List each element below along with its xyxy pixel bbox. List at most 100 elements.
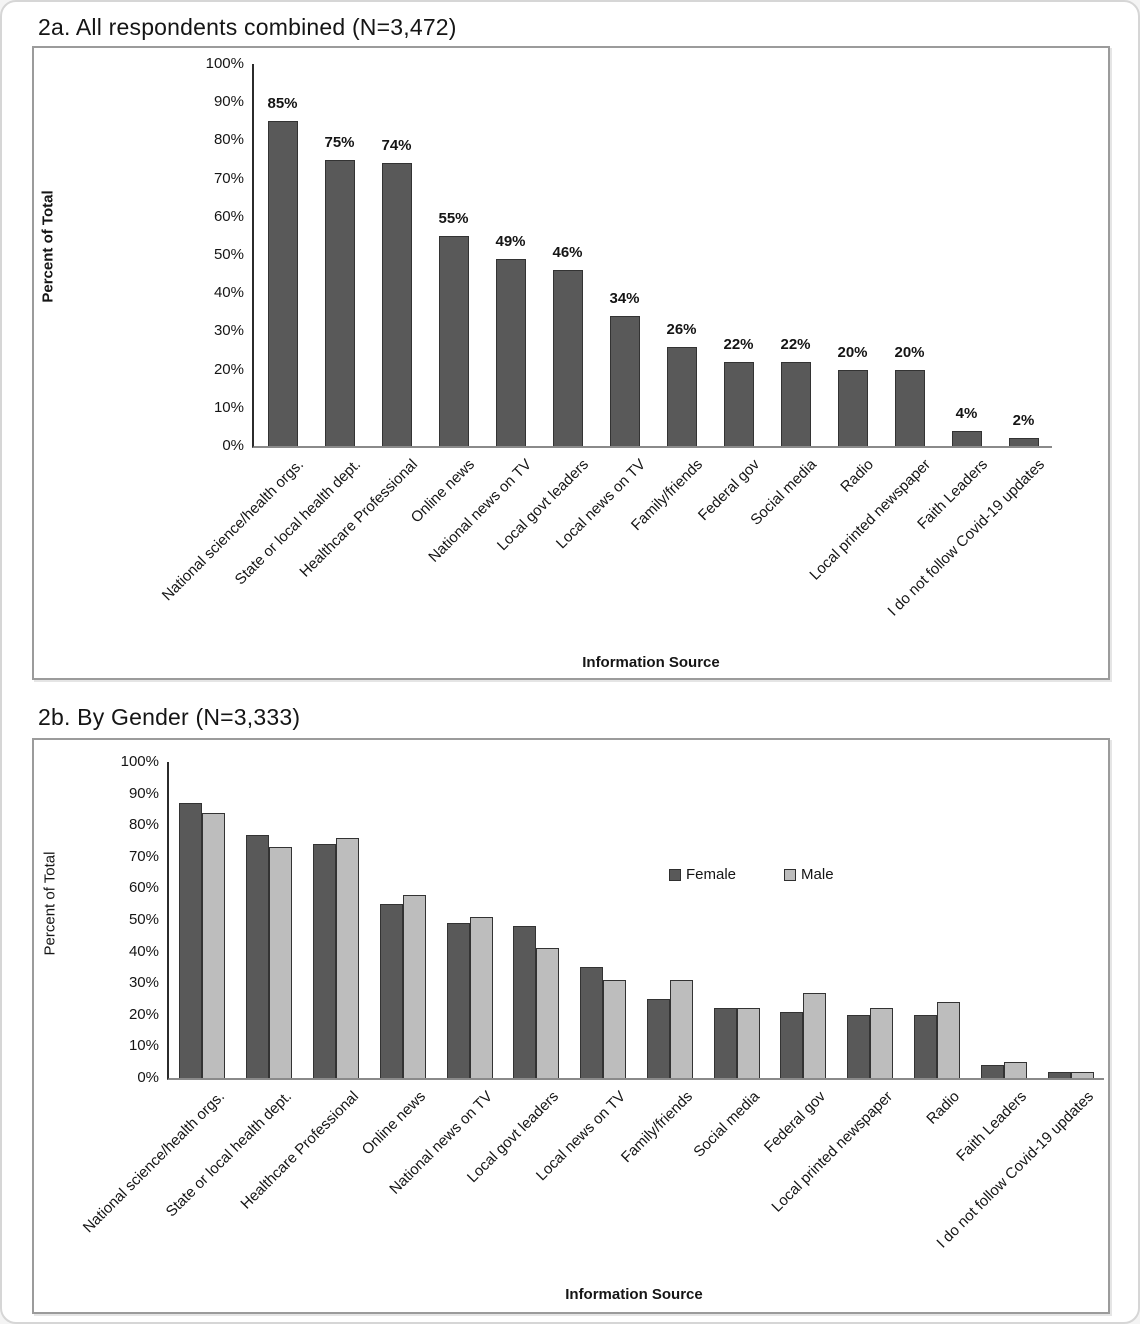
bar-male-social-media bbox=[736, 1008, 760, 1078]
bar-male-i-do-not-follow-covid-19-updates bbox=[1070, 1071, 1094, 1078]
x-category-label-local-govt-leaders: Local govt leaders bbox=[464, 1088, 563, 1187]
x-category-label-social-media: Social media bbox=[689, 1088, 763, 1161]
chart-2b-y-axis-title: Percent of Total bbox=[41, 851, 59, 956]
y-tick-label-30: 30% bbox=[213, 322, 244, 340]
chart-2b-legend: Female Male bbox=[669, 866, 834, 883]
chart-2a-y-axis-title: Percent of Total bbox=[39, 190, 57, 303]
chart-2a-panel: Percent of Total 0% 10% 20% 30% 40% 50% 60% 70%… bbox=[32, 46, 1110, 680]
bar-value-label-local-govt-leaders: 46% bbox=[552, 244, 583, 262]
x-category-label-national-news-on-tv: National news on TV bbox=[385, 1088, 496, 1198]
bar-value-label-faith-leaders: 4% bbox=[955, 404, 978, 422]
bar-healthcare-professional bbox=[381, 163, 412, 446]
chart-2b-panel: Percent of Total Female Male 0% 10% 20% 30% 4… bbox=[32, 738, 1110, 1314]
bar-male-healthcare-professional bbox=[335, 837, 359, 1078]
bar-male-family-friends bbox=[669, 980, 693, 1078]
legend-label-male: Male bbox=[801, 866, 834, 883]
bar-value-label-social-media: 22% bbox=[780, 335, 811, 353]
y-tick-label-90: 90% bbox=[128, 784, 159, 802]
bar-value-label-national-news-on-tv: 49% bbox=[495, 232, 526, 250]
y-tick-label-90: 90% bbox=[213, 93, 244, 111]
y-tick-label-60: 60% bbox=[213, 207, 244, 225]
y-tick-label-70: 70% bbox=[128, 847, 159, 865]
bar-value-label-radio: 20% bbox=[837, 343, 868, 361]
chart-2a-title: 2a. All respondents combined (N=3,472) bbox=[38, 14, 457, 40]
chart-2b-x-axis-title: Information Source bbox=[565, 1286, 703, 1303]
y-tick-label-50: 50% bbox=[128, 911, 159, 928]
bar-male-online-news bbox=[402, 894, 426, 1078]
bar-male-local-news-on-tv bbox=[603, 980, 627, 1078]
bar-value-label-local-news-on-tv: 34% bbox=[609, 290, 640, 308]
legend-swatch-female bbox=[669, 868, 681, 881]
bar-online-news bbox=[438, 235, 469, 446]
bar-female-state-or-local-health-dept bbox=[246, 834, 270, 1078]
bar-value-label-federal-gov: 22% bbox=[723, 335, 754, 353]
bar-male-local-printed-newspaper bbox=[870, 1008, 894, 1078]
bar-female-radio bbox=[914, 1014, 938, 1078]
bar-female-federal-gov bbox=[780, 1011, 804, 1078]
bar-male-state-or-local-health-dept bbox=[269, 847, 293, 1078]
legend-item-male: Male bbox=[784, 866, 834, 883]
bar-male-federal-gov bbox=[803, 992, 827, 1078]
y-tick-label-40: 40% bbox=[128, 942, 159, 960]
bar-female-online-news bbox=[379, 904, 403, 1078]
x-category-label-online-news: Online news bbox=[358, 1088, 429, 1159]
y-tick-label-20: 20% bbox=[128, 1005, 159, 1023]
y-tick-label-10: 10% bbox=[213, 398, 244, 416]
bar-female-national-science-health-orgs bbox=[179, 803, 203, 1078]
bar-female-healthcare-professional bbox=[312, 844, 336, 1078]
bar-male-national-news-on-tv bbox=[469, 916, 493, 1078]
y-tick-label-20: 20% bbox=[213, 360, 244, 378]
x-category-label-faith-leaders: Faith Leaders bbox=[952, 1088, 1030, 1165]
bar-female-local-printed-newspaper bbox=[847, 1014, 871, 1078]
bar-social-media bbox=[780, 361, 811, 446]
bar-male-local-govt-leaders bbox=[536, 948, 560, 1078]
x-category-label-national-science-health-orgs: National science/health orgs. bbox=[80, 1088, 229, 1237]
bar-male-faith-leaders bbox=[1003, 1062, 1027, 1078]
bar-value-label-i-do-not-follow-covid-19-updates: 2% bbox=[1012, 412, 1035, 430]
bar-female-national-news-on-tv bbox=[446, 923, 470, 1078]
y-tick-label-80: 80% bbox=[213, 131, 244, 149]
bar-radio bbox=[837, 369, 868, 446]
bar-male-radio bbox=[937, 1002, 961, 1078]
x-category-label-federal-gov: Federal gov bbox=[761, 1088, 830, 1157]
bar-value-label-healthcare-professional: 74% bbox=[381, 137, 412, 155]
y-tick-label-80: 80% bbox=[128, 816, 159, 834]
chart-2b-plot-area: Female Male 0% 10% 20% 30% 40% 50% 60% 70% 80% 90%… bbox=[80, 754, 1104, 1252]
bar-national-news-on-tv bbox=[495, 258, 526, 446]
y-tick-label-100: 100% bbox=[120, 753, 159, 770]
bar-state-or-local-health-dept bbox=[324, 159, 355, 446]
bar-local-printed-newspaper bbox=[894, 369, 925, 446]
chart-2a-x-axis-title: Information Source bbox=[582, 654, 720, 671]
y-tick-label-10: 10% bbox=[128, 1037, 159, 1055]
x-category-label-i-do-not-follow-covid-19-updates: I do not follow Covid-19 updates bbox=[933, 1088, 1097, 1252]
legend-item-female: Female bbox=[669, 866, 736, 883]
bar-value-label-family-friends: 26% bbox=[666, 320, 697, 338]
bar-i-do-not-follow-covid-19-updates bbox=[1008, 438, 1039, 446]
bar-local-govt-leaders bbox=[552, 270, 583, 446]
bar-local-news-on-tv bbox=[609, 316, 640, 446]
bar-female-faith-leaders bbox=[980, 1065, 1004, 1078]
y-tick-label-30: 30% bbox=[128, 974, 159, 992]
chart-2b-title: 2b. By Gender (N=3,333) bbox=[38, 704, 301, 730]
bar-female-local-govt-leaders bbox=[513, 926, 537, 1078]
bar-value-label-state-or-local-health-dept: 75% bbox=[324, 133, 355, 151]
bar-female-local-news-on-tv bbox=[580, 967, 604, 1078]
y-tick-label-40: 40% bbox=[213, 284, 244, 302]
bar-value-label-online-news: 55% bbox=[438, 209, 469, 227]
y-tick-label-70: 70% bbox=[213, 169, 244, 187]
legend-swatch-male bbox=[784, 868, 797, 881]
y-tick-label-100: 100% bbox=[205, 55, 244, 72]
bar-female-social-media bbox=[713, 1008, 737, 1078]
y-tick-label-0: 0% bbox=[137, 1069, 159, 1086]
bar-faith-leaders bbox=[951, 430, 982, 446]
bar-federal-gov bbox=[723, 361, 754, 446]
bar-male-national-science-health-orgs bbox=[202, 812, 226, 1078]
chart-2a-plot-area: 0% 10% 20% 30% 40% 50% 60% 70% 80% 90% 100% 85% Nati… bbox=[158, 56, 1052, 620]
y-tick-label-50: 50% bbox=[213, 246, 244, 263]
bar-female-family-friends bbox=[646, 999, 670, 1078]
bar-family-friends bbox=[666, 346, 697, 446]
y-tick-label-0: 0% bbox=[222, 437, 244, 454]
x-category-label-family-friends: Family/friends bbox=[617, 1088, 696, 1167]
bar-female-i-do-not-follow-covid-19-updates bbox=[1047, 1071, 1071, 1078]
